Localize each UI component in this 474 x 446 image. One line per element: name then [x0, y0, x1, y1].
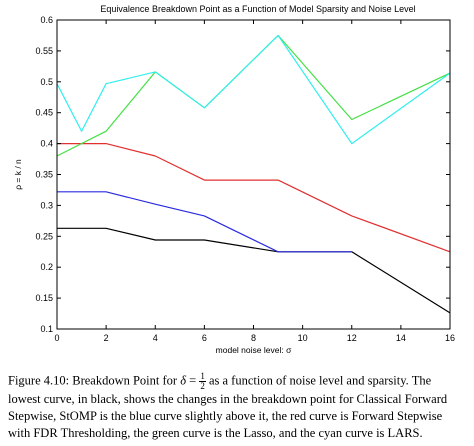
y-tick-label: 0.2 [40, 262, 53, 272]
series-line-red-curve [57, 143, 451, 253]
y-axis-label: ρ = k / n [13, 159, 23, 190]
x-tick-label: 10 [298, 333, 308, 343]
caption-text-lead: Figure 4.10: Breakdown Point for [8, 373, 181, 388]
caption-text-body: as a function of noise level and sparsit… [8, 373, 448, 440]
axes-layer: 0 2 4 6 8 10 12 14 16 0.1 0.15 0.2 0.25 0.3 0.35 0.4 0.4… [35, 15, 455, 343]
y-tick-label: 0.55 [35, 46, 53, 56]
series-line-cyan-curve [56, 34, 451, 145]
series-line-black-curve [57, 227, 451, 314]
x-tick-label: 12 [347, 333, 357, 343]
breakdown-point-chart: Equivalence Breakdown Point as a Functio… [13, 4, 455, 355]
x-tick-label: 0 [54, 333, 59, 343]
y-tick-label: 0.3 [40, 200, 53, 210]
y-tick-label: 0.45 [35, 108, 53, 118]
y-tick-label: 0.1 [40, 324, 53, 334]
x-tick-label: 14 [396, 333, 406, 343]
x-tick-label: 4 [153, 333, 158, 343]
x-tick-label: 8 [251, 333, 256, 343]
caption-fraction-numerator: 1 [199, 371, 206, 382]
y-tick-label: 0.25 [35, 231, 53, 241]
x-tick-label: 2 [104, 333, 109, 343]
y-tick-label: 0.15 [35, 293, 53, 303]
x-tick-label: 16 [445, 333, 455, 343]
x-tick-label: 6 [202, 333, 207, 343]
y-tick-label: 0.5 [40, 77, 53, 87]
caption-delta: δ [180, 373, 187, 388]
chart-title: Equivalence Breakdown Point as a Functio… [100, 4, 415, 14]
y-tick-label: 0.6 [40, 15, 53, 25]
y-tick-label: 0.35 [35, 170, 53, 180]
series-layer [56, 34, 451, 314]
caption-fraction-denominator: 2 [200, 381, 205, 391]
y-tick-label: 0.4 [40, 139, 53, 149]
series-line-green-curve [56, 34, 451, 157]
x-axis-label: model noise level: σ [216, 345, 292, 355]
plot-frame [56, 19, 451, 330]
caption-equals: = [186, 373, 200, 388]
series-line-blue-curve [57, 191, 352, 253]
